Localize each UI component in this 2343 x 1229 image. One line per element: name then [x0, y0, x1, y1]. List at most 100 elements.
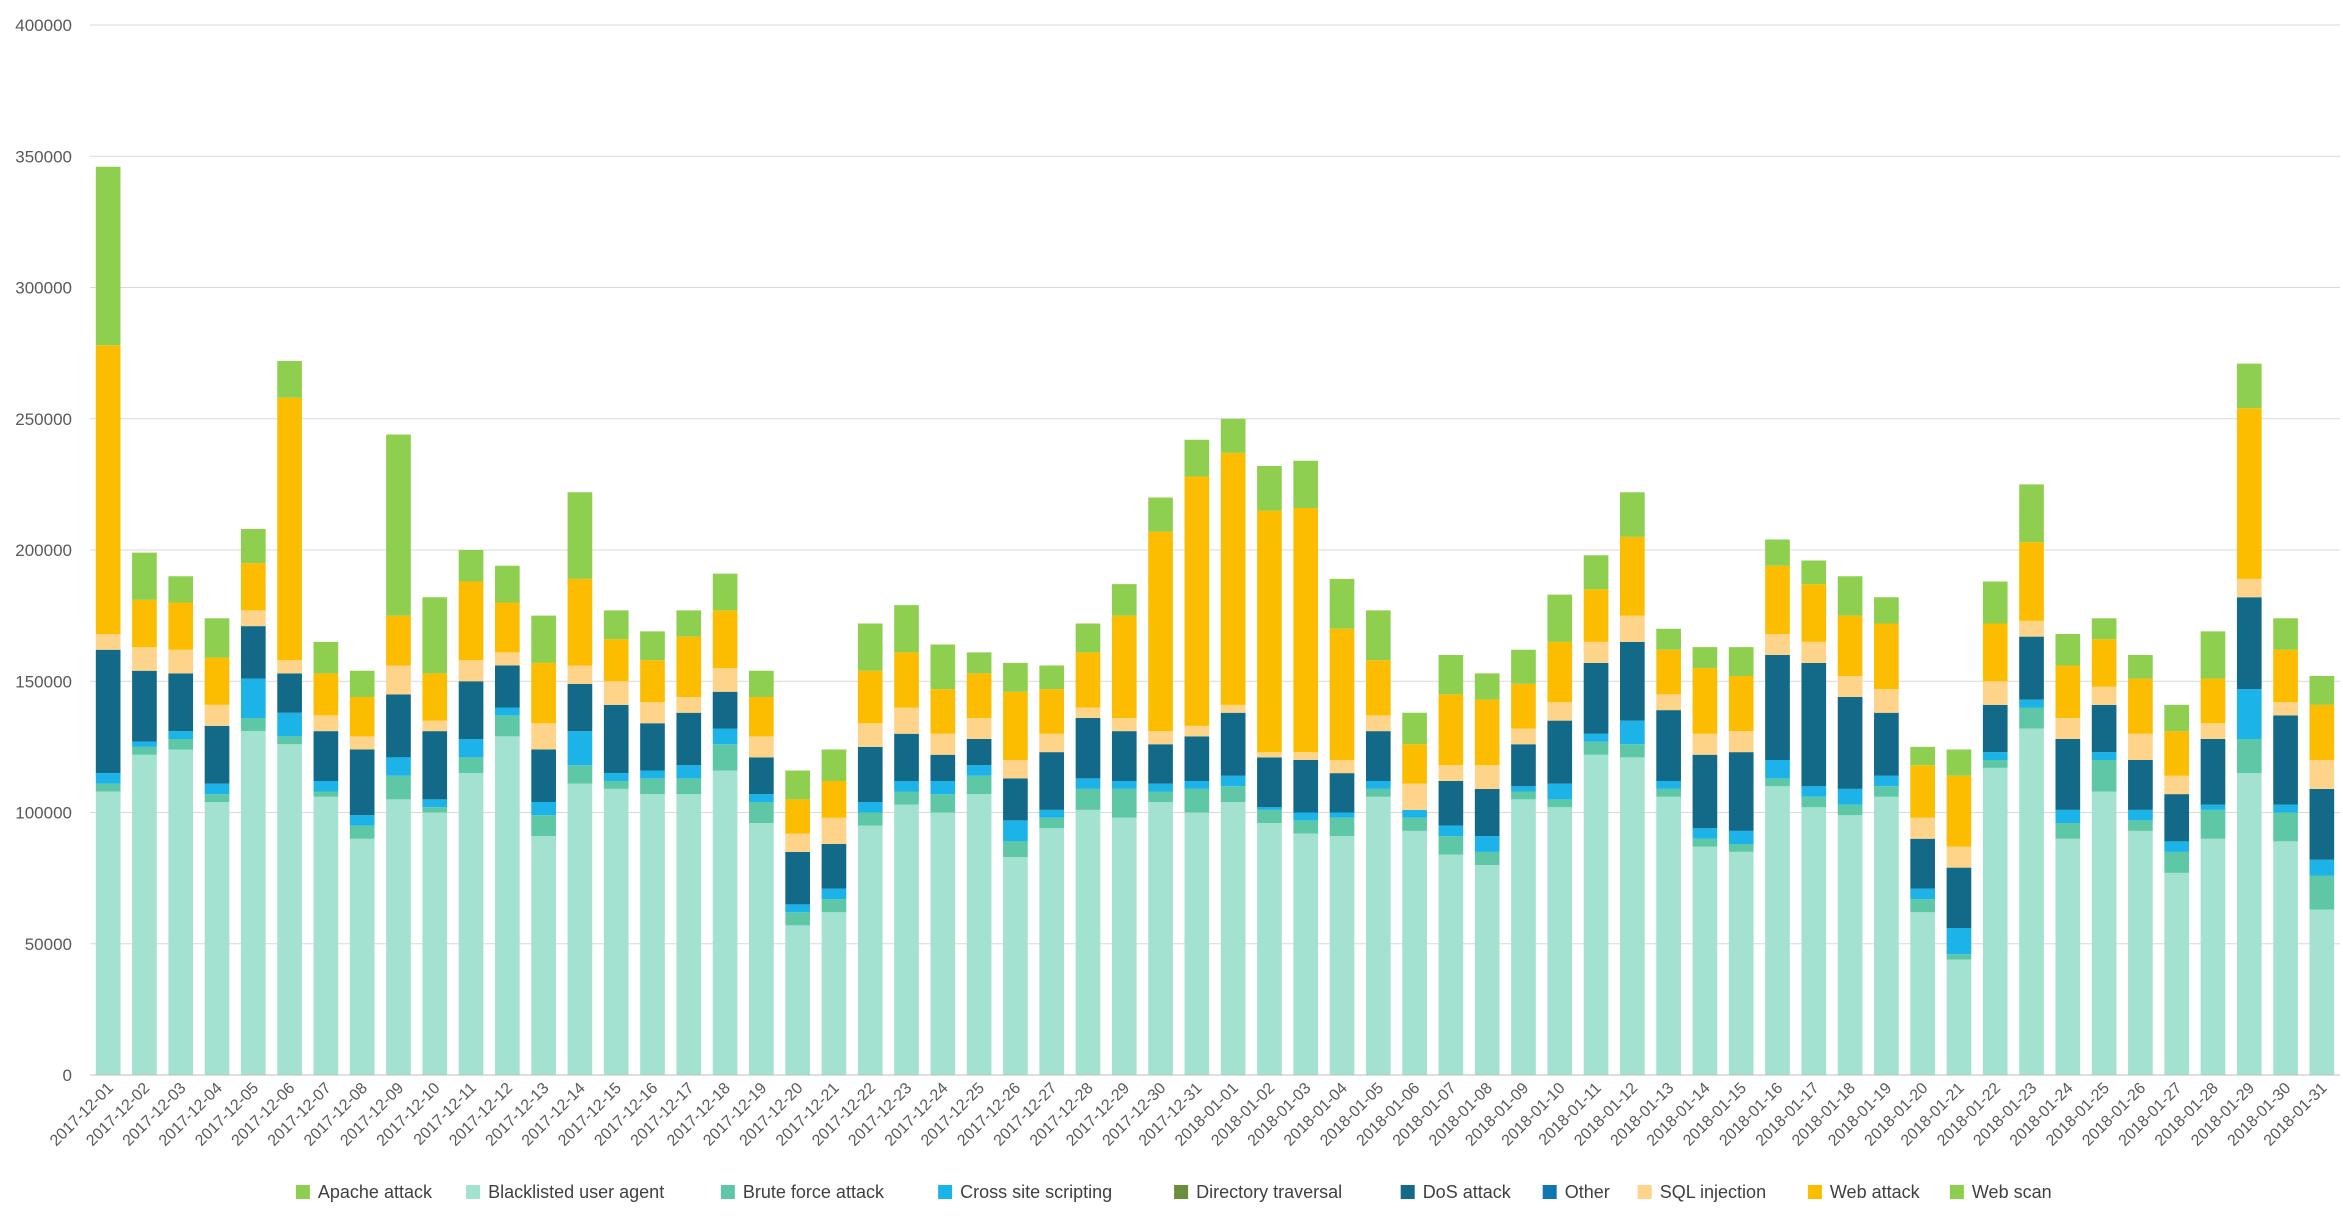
bar-segment	[894, 652, 919, 708]
bar-segment	[2309, 676, 2335, 705]
bar-stack	[168, 576, 194, 1075]
bar-segment	[1910, 746, 1935, 766]
bar-segment	[1982, 752, 2008, 760]
bar-segment	[1765, 778, 1790, 787]
legend-label: Other	[1565, 1182, 1610, 1202]
bar-segment	[1656, 649, 1681, 695]
bar-segment	[676, 636, 702, 697]
bar-segment	[857, 670, 883, 724]
bar-segment	[857, 723, 883, 747]
legend-swatch	[1174, 1185, 1189, 1199]
bar-stack	[531, 615, 556, 1075]
bar-segment	[785, 925, 810, 1075]
bar-segment	[1474, 673, 1500, 700]
bar-segment	[603, 681, 629, 705]
bar-segment	[349, 815, 375, 826]
bar-segment	[386, 694, 411, 758]
bar-segment	[1402, 817, 1427, 831]
bar-segment	[1111, 615, 1137, 718]
bar-segment	[1402, 830, 1427, 1075]
bar-segment	[1220, 712, 1246, 776]
bar-segment	[1257, 757, 1282, 808]
bar-segment	[1583, 754, 1609, 1075]
bar-stack	[1329, 578, 1355, 1075]
bar-segment	[168, 673, 194, 732]
bar-segment	[1474, 765, 1500, 789]
bar-segment	[1728, 752, 1754, 831]
bar-segment	[1583, 741, 1609, 755]
bar-segment	[930, 754, 956, 781]
bar-stack	[2164, 704, 2190, 1075]
bar-segment	[1365, 796, 1391, 1075]
bar-segment	[1692, 846, 1718, 1075]
bar-stack	[458, 550, 484, 1075]
bar-stack	[2273, 618, 2298, 1075]
y-tick-label: 300000	[15, 279, 72, 298]
bar-segment	[749, 670, 774, 697]
bar-segment	[1184, 736, 1210, 781]
bar-segment	[132, 746, 157, 755]
bar-segment	[277, 361, 302, 398]
bar-segment	[1402, 783, 1427, 810]
y-tick-label: 100000	[15, 804, 72, 823]
bar-segment	[1148, 731, 1173, 745]
bar-segment	[1184, 476, 1210, 726]
bar-segment	[930, 812, 956, 1075]
bar-segment	[640, 778, 665, 795]
bar-segment	[603, 704, 629, 774]
bar-segment	[1184, 788, 1210, 813]
bar-segment	[1910, 912, 1935, 1075]
bar-segment	[1547, 641, 1573, 703]
bar-stack	[712, 573, 738, 1075]
bar-segment	[712, 728, 738, 745]
bar-segment	[2019, 542, 2044, 621]
bar-segment	[1438, 655, 1464, 695]
bar-segment	[95, 783, 121, 792]
bar-segment	[1946, 749, 1972, 776]
bar-segment	[2128, 809, 2153, 821]
bar-segment	[676, 697, 702, 713]
bar-segment	[1511, 728, 1536, 745]
bar-segment	[966, 718, 992, 739]
bar-segment	[1293, 508, 1319, 753]
bar-segment	[676, 712, 702, 766]
legend-swatch	[1949, 1185, 1964, 1199]
bar-segment	[567, 765, 593, 784]
bar-segment	[422, 673, 448, 721]
bar-segment	[857, 802, 883, 813]
bar-segment	[1728, 830, 1754, 844]
bar-segment	[1365, 731, 1391, 781]
bar-segment	[1620, 757, 1645, 1075]
bar-segment	[1837, 576, 1863, 616]
bar-stack	[1511, 649, 1536, 1075]
bar-segment	[1692, 838, 1718, 847]
bars	[95, 166, 2335, 1075]
bar-segment	[1583, 733, 1609, 742]
bar-segment	[313, 796, 339, 1075]
bar-segment	[168, 649, 194, 674]
x-axis: 2017-12-012017-12-022017-12-032017-12-04…	[47, 1074, 2340, 1150]
bar-segment	[2200, 678, 2226, 724]
bar-stack	[2200, 631, 2226, 1075]
bar-segment	[2164, 851, 2190, 873]
bar-stack	[277, 361, 302, 1075]
bar-stack	[1620, 492, 1645, 1075]
bar-segment	[2236, 578, 2262, 598]
bar-segment	[1148, 744, 1173, 784]
bar-segment	[2164, 731, 2190, 776]
bar-segment	[894, 791, 919, 805]
bar-segment	[422, 597, 448, 674]
bar-segment	[277, 744, 302, 1075]
legend-label: Brute force attack	[743, 1182, 885, 1202]
bar-segment	[1329, 812, 1355, 818]
bar-segment	[2200, 838, 2226, 1075]
bar-segment	[676, 610, 702, 637]
bar-segment	[1257, 510, 1282, 753]
bar-segment	[2236, 408, 2262, 579]
y-tick-label: 0	[63, 1066, 72, 1085]
bar-segment	[1257, 466, 1282, 511]
bar-segment	[1620, 720, 1645, 745]
bar-segment	[458, 581, 484, 661]
bar-segment	[857, 812, 883, 826]
